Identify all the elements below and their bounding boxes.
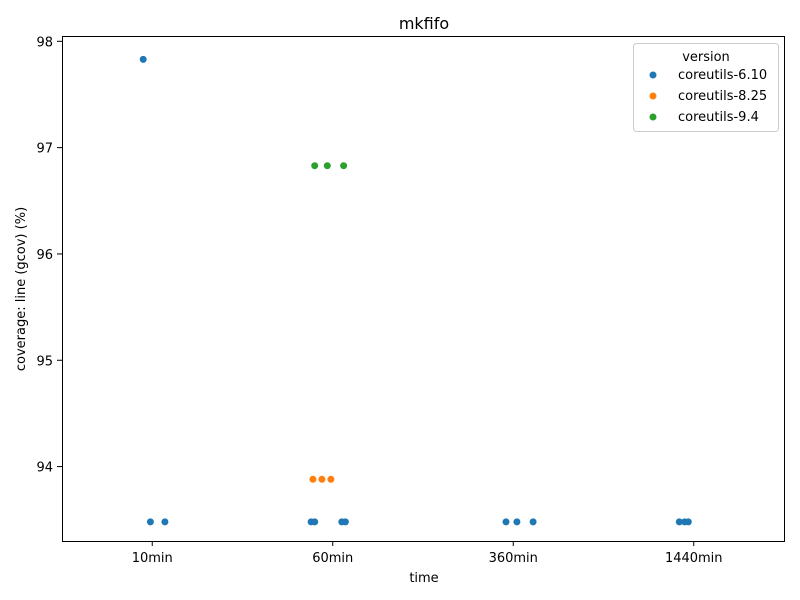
legend-label-coreutils-6.10: coreutils-6.10 (678, 68, 767, 83)
legend-marker-coreutils-6.10 (649, 71, 657, 79)
point-coreutils-9.4-60min-0 (311, 162, 319, 170)
y-tick-label-95: 95 (36, 354, 53, 369)
y-tick-label-94: 94 (36, 461, 53, 476)
plot-area-frame (62, 36, 785, 542)
y-axis: 94 95 96 97 98 (36, 35, 62, 476)
point-coreutils-6.10-1440min-10 (675, 518, 683, 526)
y-tick-label-97: 97 (36, 142, 53, 157)
point-coreutils-6.10-360min-7 (502, 518, 510, 526)
legend-marker-coreutils-8.25 (649, 92, 657, 100)
legend: version coreutils-6.10 coreutils-8.25 core… (633, 43, 779, 132)
legend-title: version (682, 50, 730, 65)
x-axis-label: time (409, 571, 438, 586)
point-coreutils-6.10-10min-1 (146, 518, 154, 526)
point-coreutils-8.25-60min-1 (318, 475, 326, 483)
point-coreutils-6.10-360min-8 (513, 518, 521, 526)
point-coreutils-6.10-360min-9 (529, 518, 537, 526)
legend-label-coreutils-9.4: coreutils-9.4 (678, 110, 759, 125)
x-tick-label-1440min: 1440min (665, 551, 723, 566)
point-coreutils-9.4-60min-1 (323, 162, 331, 170)
x-tick-label-10min: 10min (132, 551, 173, 566)
point-coreutils-6.10-60min-4 (311, 518, 319, 526)
point-coreutils-8.25-60min-2 (327, 475, 335, 483)
x-axis: 10min 60min 360min 1440min (132, 541, 723, 566)
point-coreutils-6.10-60min-6 (341, 518, 349, 526)
point-coreutils-6.10-10min-0 (139, 55, 147, 63)
legend-marker-coreutils-9.4 (649, 113, 657, 121)
y-axis-label: coverage: line (gcov) (%) (14, 207, 29, 371)
point-coreutils-9.4-60min-2 (340, 162, 348, 170)
x-tick-label-60min: 60min (312, 551, 353, 566)
legend-box (633, 43, 779, 132)
data-points (139, 55, 692, 526)
point-coreutils-6.10-10min-2 (161, 518, 169, 526)
y-tick-label-96: 96 (36, 248, 53, 263)
y-tick-label-98: 98 (36, 35, 53, 50)
point-coreutils-8.25-60min-0 (309, 475, 317, 483)
legend-label-coreutils-8.25: coreutils-8.25 (678, 89, 767, 104)
chart-title: mkfifo (399, 14, 449, 33)
x-tick-label-360min: 360min (489, 551, 538, 566)
point-coreutils-6.10-1440min-12 (684, 518, 692, 526)
